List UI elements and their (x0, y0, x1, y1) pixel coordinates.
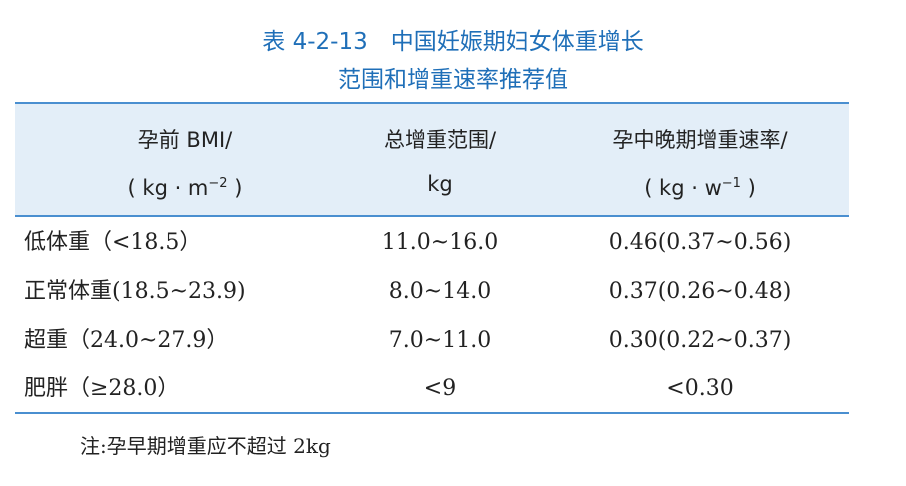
header-sup: −1 (721, 176, 741, 191)
table-cell: 8.0~14.0 (388, 279, 492, 304)
header-cell: 总增重范围/ kg (330, 118, 550, 206)
table-cell: <9 (423, 376, 457, 401)
header-text: 孕前 BMI/ (137, 128, 233, 152)
header-text: ( kg · w−1 ) (570, 162, 830, 210)
table-cell: 0.46(0.37~0.56) (608, 230, 792, 255)
note: 注:孕早期增重应不超过 2kg (80, 434, 331, 458)
table-cell: 正常体重(18.5~23.9) (24, 279, 246, 304)
header-text: kg (427, 172, 453, 196)
table-rule (15, 412, 849, 414)
header-text: 孕中晚期增重速率/ (612, 128, 788, 152)
table-header: 孕前 BMI/ ( kg · m−2 ) 总增重范围/ kg 孕中晚期增重速率/… (15, 102, 849, 217)
header-text: ) (227, 176, 243, 200)
header-text: ( kg · w (644, 176, 722, 200)
table-cell: 0.37(0.26~0.48) (608, 279, 792, 304)
header-cell: 孕中晚期增重速率/ ( kg · w−1 ) (570, 118, 830, 210)
header-text: ( kg · m (127, 176, 209, 200)
table-cell: 0.30(0.22~0.37) (608, 328, 792, 353)
table-cell: 超重（24.0~27.9） (24, 328, 229, 353)
header-sup: −2 (208, 176, 228, 191)
table-cell: <0.30 (666, 376, 734, 401)
title-line: 范围和增重速率推荐值 (338, 67, 568, 93)
header-text: ) (740, 176, 756, 200)
title-line: 表 4-2-13 中国妊娠期妇女体重增长 (262, 29, 644, 55)
table-cell: 肥胖（≥28.0） (24, 376, 180, 401)
table-cell: 11.0~16.0 (381, 230, 499, 255)
table-cell: 低体重（<18.5） (24, 230, 202, 255)
header-cell: 孕前 BMI/ ( kg · m−2 ) (85, 118, 285, 210)
header-text: ( kg · m−2 ) (85, 162, 285, 210)
header-text: 总增重范围/ (383, 128, 497, 152)
table-cell: 7.0~11.0 (388, 328, 492, 353)
